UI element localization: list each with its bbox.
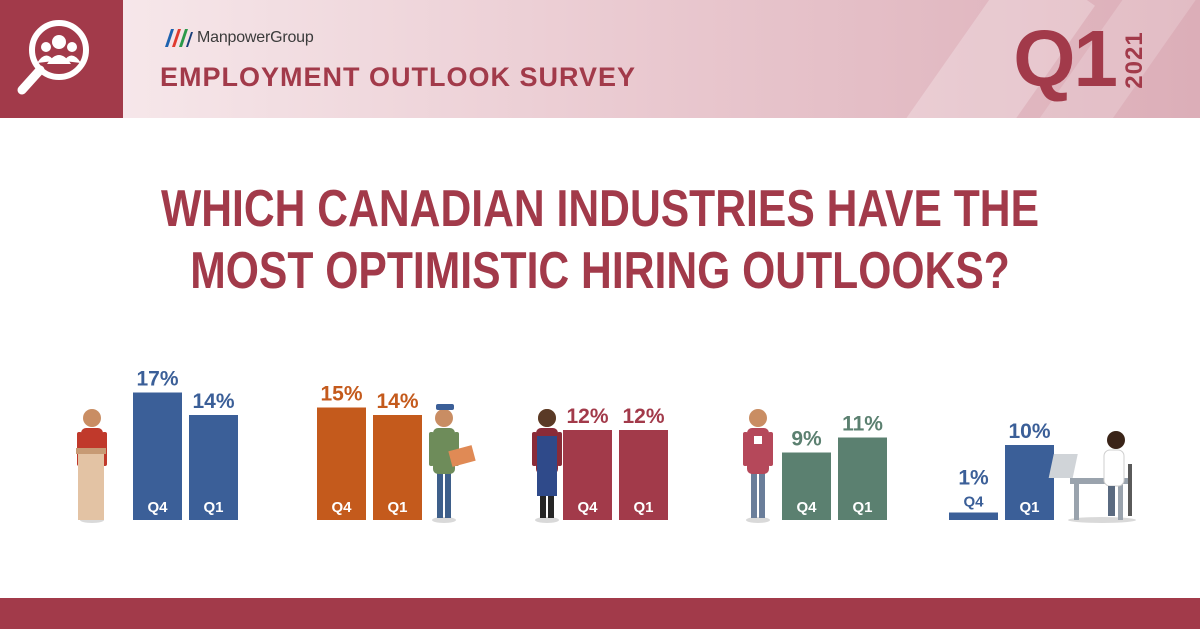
- bar-q4: [133, 392, 182, 520]
- footer-bar: [0, 598, 1200, 629]
- brand-name: ManpowerGroup: [197, 29, 314, 46]
- bar-q1: [189, 415, 238, 520]
- title-line-2: MOST OPTIMISTIC HIRING OUTLOOKS?: [190, 242, 1010, 300]
- bar-q4: [563, 430, 612, 520]
- value-label: 10%: [1008, 420, 1050, 443]
- value-label: 15%: [320, 383, 362, 406]
- bar-q1: [619, 430, 668, 520]
- bar-q1: [1005, 445, 1054, 520]
- value-label: 12%: [566, 405, 608, 428]
- bar-q1: [373, 415, 422, 520]
- bar-group-1: Q4 17% Q1 14%: [76, 368, 238, 523]
- year-label: 2021: [1121, 31, 1148, 89]
- category-label: Q1: [852, 499, 872, 516]
- category-label: Q4: [963, 494, 984, 511]
- title-line-1: WHICH CANADIAN INDUSTRIES HAVE THE: [160, 180, 1040, 238]
- worker-in-apron-icon: [532, 409, 562, 523]
- brand: ManpowerGroup: [163, 27, 314, 49]
- bar-group-2: Q4 15% Q1 14%: [317, 383, 476, 523]
- category-label: Q1: [203, 499, 223, 516]
- category-label: Q1: [633, 499, 653, 516]
- businessman-at-podium-icon: [76, 409, 107, 523]
- value-label: 1%: [958, 467, 989, 490]
- category-label: Q4: [147, 499, 168, 516]
- people-search-icon: [0, 0, 123, 118]
- value-label: 11%: [842, 413, 883, 436]
- bar-q4: [317, 407, 366, 520]
- value-label: 9%: [791, 428, 822, 451]
- manpowergroup-logo-icon: [165, 29, 193, 47]
- value-label: 14%: [192, 390, 234, 413]
- bar-group-4: Q4 9% Q1 11%: [743, 409, 887, 523]
- value-label: 14%: [376, 390, 418, 413]
- person-at-laptop-icon: [1048, 431, 1136, 523]
- page-title: WHICH CANADIAN INDUSTRIES HAVE THE MOST …: [108, 178, 1092, 302]
- bar-q4: [782, 452, 831, 520]
- quarter-label: Q1: [1013, 14, 1118, 103]
- bar-group-3: Q4 12% Q1 12%: [532, 405, 668, 523]
- delivery-worker-icon: [429, 404, 476, 523]
- header-banner: ManpowerGroup EMPLOYMENT OUTLOOK SURVEY …: [0, 0, 1200, 118]
- category-label: Q4: [577, 499, 598, 516]
- bar-q1: [838, 437, 887, 520]
- category-label: Q1: [387, 499, 407, 516]
- retail-worker-icon: [743, 409, 773, 523]
- year-label-box: 2021: [1120, 22, 1150, 98]
- category-label: Q4: [331, 499, 352, 516]
- industry-bar-chart: Q417%Q114%Q415%Q114%Q412%Q112%Q49%Q111%Q…: [76, 368, 1136, 523]
- bar-group-5: Q4 1% Q1 10%: [949, 420, 1136, 523]
- value-label: 17%: [136, 368, 178, 391]
- bar-q4: [949, 512, 998, 520]
- value-label: 12%: [622, 405, 664, 428]
- category-label: Q4: [796, 499, 817, 516]
- category-label: Q1: [1019, 499, 1039, 516]
- survey-title: EMPLOYMENT OUTLOOK SURVEY: [160, 62, 637, 92]
